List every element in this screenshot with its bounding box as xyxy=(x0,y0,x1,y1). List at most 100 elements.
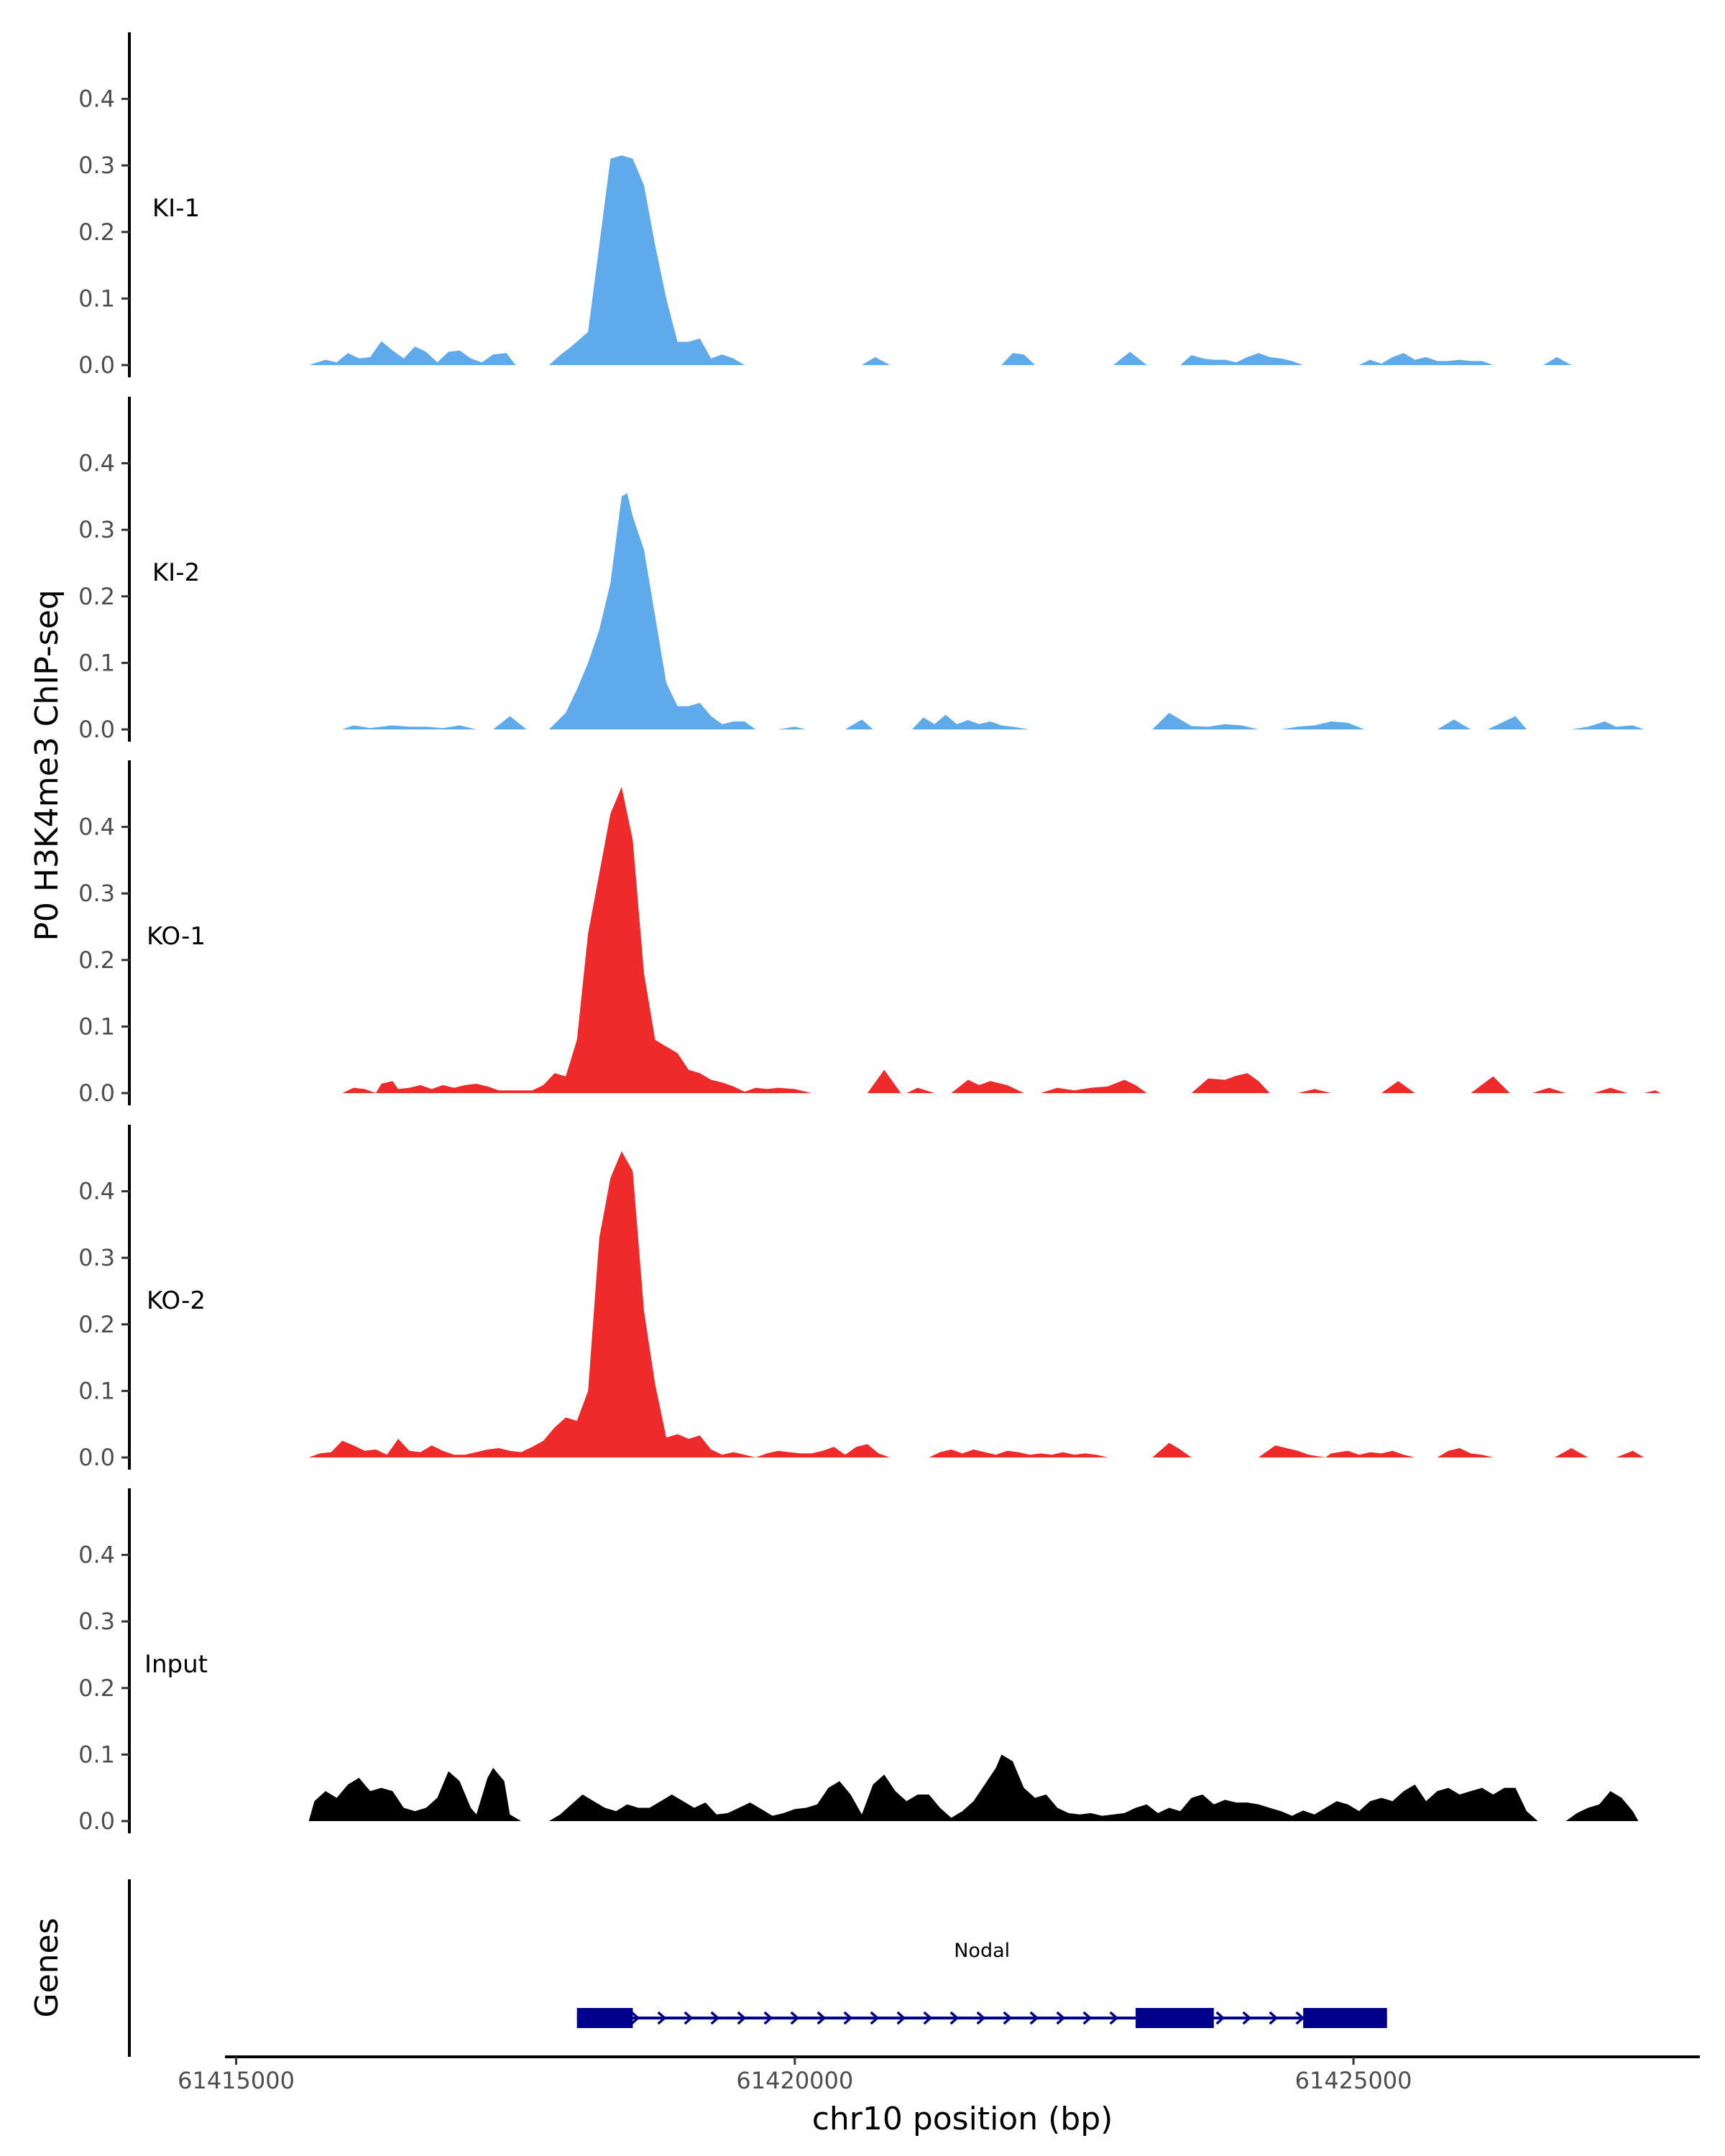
y-tick-label: 0.3 xyxy=(78,1608,115,1635)
track-label-ko-2: KO-2 xyxy=(147,1286,206,1315)
strand-arrow-icon xyxy=(657,2011,667,2025)
gene-exon xyxy=(576,2008,633,2028)
signal-area-ko-2 xyxy=(308,1151,891,1457)
strand-arrow-icon xyxy=(684,2011,694,2025)
signal-area-ko-1 xyxy=(1297,1089,1331,1093)
y-tick-label: 0.2 xyxy=(78,1674,115,1702)
x-tick-label: 61425000 xyxy=(1295,2067,1412,2094)
y-tick-label: 0.3 xyxy=(78,880,115,907)
gene-track-panel: Genes Nodal xyxy=(29,1879,1387,2057)
signal-area-input xyxy=(308,1767,521,1821)
strand-arrow-icon xyxy=(710,2011,720,2025)
track-panel-ki-1: 0.0 0.1 0.2 0.3 0.4 KI-1 xyxy=(78,32,1572,379)
strand-arrow-icon xyxy=(923,2011,933,2025)
y-tick-label: 0.1 xyxy=(78,285,115,312)
strand-arrow-icon xyxy=(790,2011,800,2025)
signal-area-ko-1 xyxy=(1191,1073,1270,1093)
signal-area-ki-2 xyxy=(1487,716,1527,729)
strand-arrow-icon xyxy=(949,2011,960,2025)
y-tick-label: 0.0 xyxy=(78,716,115,743)
signal-area-ki-1 xyxy=(548,155,745,366)
signal-area-ko-1 xyxy=(1040,1079,1147,1093)
y-tick-label: 0.0 xyxy=(78,1444,115,1471)
signal-area-ko-1 xyxy=(1644,1090,1661,1093)
strand-arrow-icon xyxy=(816,2011,827,2025)
signal-area-input xyxy=(548,1754,1538,1821)
track-panel-ko-2: 0.0 0.1 0.2 0.3 0.4 KO-2 xyxy=(78,1125,1644,1471)
signal-area-ki-1 xyxy=(1001,353,1035,365)
signal-area-ki-1 xyxy=(1358,353,1494,365)
signal-area-ko-2 xyxy=(1554,1448,1588,1457)
signal-area-ki-2 xyxy=(1571,721,1644,729)
strand-arrow-icon xyxy=(737,2011,747,2025)
strand-arrow-icon xyxy=(1082,2011,1092,2025)
signal-area-ko-1 xyxy=(1532,1087,1566,1093)
strand-arrow-icon xyxy=(896,2011,906,2025)
signal-area-input xyxy=(1565,1791,1639,1821)
signal-area-ki-1 xyxy=(1113,351,1147,365)
y-tick-label: 0.0 xyxy=(78,351,115,379)
gene-name-label: Nodal xyxy=(954,1940,1010,1962)
signal-area-ko-2 xyxy=(1616,1450,1644,1457)
signal-area-ko-1 xyxy=(906,1087,935,1093)
track-label-ki-2: KI-2 xyxy=(152,558,200,587)
signal-area-ko-1 xyxy=(1471,1076,1510,1093)
strand-arrow-icon xyxy=(1003,2011,1013,2025)
y-tick-label: 0.3 xyxy=(78,1244,115,1271)
y-tick-label: 0.3 xyxy=(78,152,115,179)
signal-area-ko-1 xyxy=(951,1079,1024,1093)
y-tick-label: 0.1 xyxy=(78,1013,115,1040)
track-label-input: Input xyxy=(144,1650,208,1679)
y-tick-label: 0.1 xyxy=(78,1741,115,1768)
y-tick-label: 0.0 xyxy=(78,1079,115,1107)
signal-area-ko-1 xyxy=(342,787,812,1093)
strand-arrow-icon xyxy=(1269,2011,1279,2025)
strand-arrow-icon xyxy=(976,2011,986,2025)
signal-area-ki-2 xyxy=(778,727,806,729)
y-tick-label: 0.1 xyxy=(78,1377,115,1404)
y-tick-label: 0.4 xyxy=(78,1178,115,1205)
signal-area-ki-2 xyxy=(1281,721,1365,729)
strand-arrow-icon xyxy=(1295,2011,1305,2025)
y-tick-label: 0.4 xyxy=(78,814,115,841)
track-panel-ki-2: 0.0 0.1 0.2 0.3 0.4 KI-2 xyxy=(78,397,1644,743)
signal-area-ki-2 xyxy=(912,714,1030,729)
signal-area-ki-2 xyxy=(342,725,477,729)
strand-arrow-icon xyxy=(1242,2011,1252,2025)
strand-arrow-icon xyxy=(1056,2011,1066,2025)
signal-area-ko-2 xyxy=(929,1449,1108,1457)
y-tick-label: 0.2 xyxy=(78,946,115,974)
strand-arrow-icon xyxy=(1215,2011,1225,2025)
x-ticks: 61415000 61420000 61425000 xyxy=(178,2057,1412,2094)
y-tick-label: 0.2 xyxy=(78,583,115,610)
signal-area-ko-2 xyxy=(1152,1442,1192,1457)
signal-area-ko-2 xyxy=(1437,1448,1494,1457)
x-tick-label: 61415000 xyxy=(178,2067,295,2094)
track-panel-ko-1: 0.0 0.1 0.2 0.3 0.4 KO-1 xyxy=(78,760,1661,1107)
signal-area-ki-2 xyxy=(845,719,873,729)
y-tick-label: 0.2 xyxy=(78,1311,115,1338)
y-axis-title: P0 H3K4me3 ChIP-seq xyxy=(29,589,65,941)
gene-track-title: Genes xyxy=(29,1917,65,2017)
y-tick-label: 0.4 xyxy=(78,450,115,477)
x-axis-title: chr10 position (bp) xyxy=(812,2101,1113,2137)
strand-arrow-icon xyxy=(763,2011,773,2025)
signal-area-ko-1 xyxy=(1381,1081,1415,1093)
track-panels: 0.00.10.20.30.4KI-10.00.10.20.30.4KI-20.… xyxy=(78,32,1661,1835)
signal-area-ki-2 xyxy=(1152,712,1259,729)
signal-area-ko-1 xyxy=(1593,1087,1627,1093)
track-label-ki-1: KI-1 xyxy=(152,194,200,223)
strand-arrow-icon xyxy=(1029,2011,1039,2025)
signal-area-ki-2 xyxy=(548,493,756,729)
y-tick-label: 0.3 xyxy=(78,516,115,543)
strand-arrow-icon xyxy=(843,2011,853,2025)
signal-area-ki-1 xyxy=(1543,356,1572,365)
strand-arrow-icon xyxy=(1109,2011,1119,2025)
x-tick-label: 61420000 xyxy=(736,2067,853,2094)
signal-area-ko-1 xyxy=(867,1069,901,1093)
y-tick-label: 0.1 xyxy=(78,649,115,676)
signal-area-ki-1 xyxy=(1180,353,1304,365)
strand-arrow-icon xyxy=(870,2011,880,2025)
y-tick-label: 0.4 xyxy=(78,1542,115,1569)
